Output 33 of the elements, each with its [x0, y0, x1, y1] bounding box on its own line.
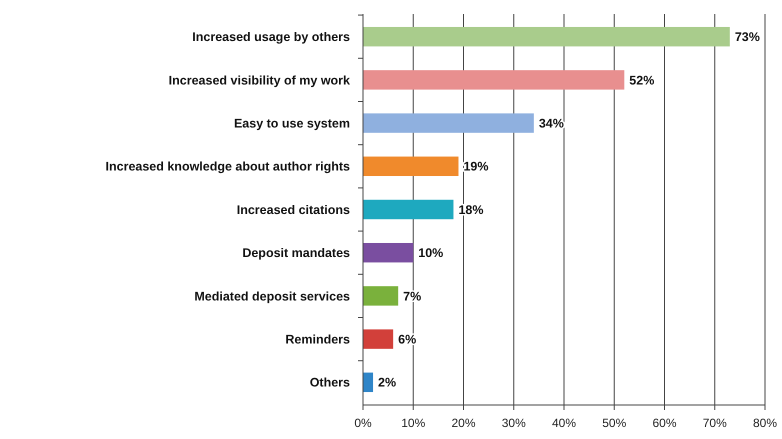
x-tick-label: 20% — [451, 416, 476, 430]
data-label: 19% — [463, 160, 489, 174]
bar — [363, 200, 454, 220]
x-tick-label: 0% — [354, 416, 372, 430]
x-tick-label: 10% — [401, 416, 426, 430]
data-label: 52% — [629, 73, 654, 88]
data-label: 34% — [538, 116, 564, 130]
y-tick-label: Increased usage by others — [192, 30, 350, 44]
bar — [363, 70, 624, 90]
x-tick-label: 70% — [702, 416, 728, 430]
bar — [363, 26, 730, 46]
x-tick-label: 40% — [552, 416, 576, 430]
bar — [363, 113, 534, 133]
data-label: 2% — [378, 376, 396, 390]
data-label: 73% — [734, 30, 760, 44]
y-tick-label: Mediated deposit services — [194, 289, 350, 304]
y-tick-label: Easy to use system — [234, 116, 350, 130]
bar — [363, 242, 414, 262]
data-label: 10% — [418, 246, 444, 260]
x-tick-label: 50% — [602, 416, 627, 430]
y-tick-label: Increased visibility of my work — [168, 73, 350, 88]
bar — [363, 329, 394, 349]
x-tick-label: 80% — [752, 416, 778, 430]
y-tick-label: Increased citations — [236, 202, 350, 217]
y-tick-label: Others — [310, 376, 350, 390]
x-tick-label: 30% — [502, 416, 526, 430]
x-tick-label: 60% — [652, 416, 677, 430]
bar — [363, 156, 458, 176]
y-tick-label: Reminders — [285, 332, 350, 346]
y-tick-label: Increased knowledge about author rights — [106, 160, 350, 174]
bar — [363, 286, 398, 306]
bar — [363, 372, 374, 392]
y-tick-label: Deposit mandates — [242, 246, 350, 260]
